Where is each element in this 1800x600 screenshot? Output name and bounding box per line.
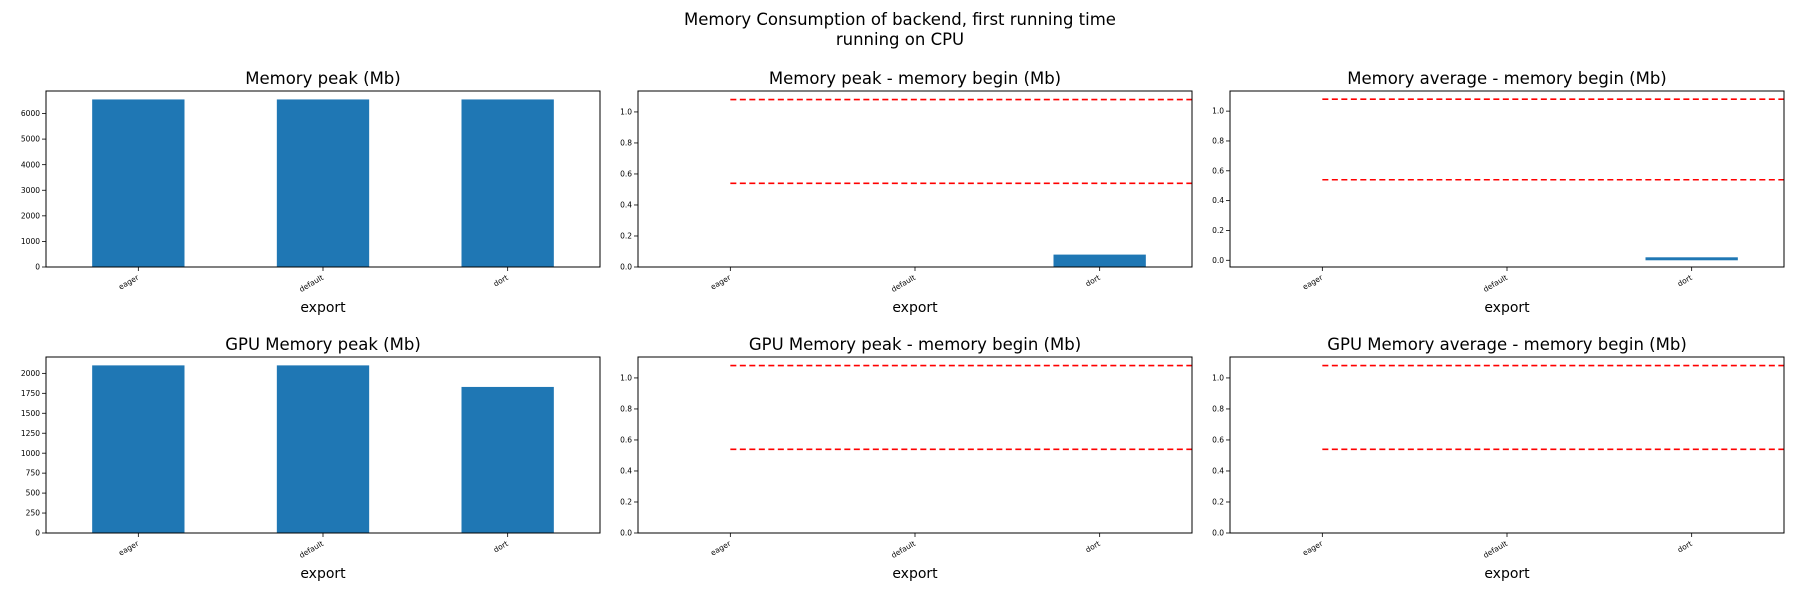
y-tick-label: 0.0 bbox=[620, 529, 632, 538]
x-tick-label: default bbox=[890, 273, 917, 294]
y-tick-label: 500 bbox=[26, 489, 41, 498]
y-tick-label: 0 bbox=[35, 263, 40, 272]
x-tick-label: default bbox=[1482, 539, 1509, 560]
y-tick-label: 4000 bbox=[21, 160, 40, 169]
y-tick-label: 0.0 bbox=[1212, 256, 1224, 265]
figure-title: Memory Consumption of backend, first run… bbox=[0, 10, 1800, 50]
y-tick-label: 750 bbox=[26, 469, 41, 478]
y-tick-label: 1500 bbox=[21, 409, 40, 418]
y-tick-label: 1250 bbox=[21, 429, 40, 438]
y-tick-label: 250 bbox=[26, 509, 41, 518]
y-tick-label: 0.4 bbox=[1212, 196, 1224, 205]
axes-frame bbox=[45, 356, 601, 534]
x-axis-label: export bbox=[1484, 566, 1530, 582]
y-tick-label: 0.2 bbox=[1212, 498, 1224, 507]
y-tick-label: 0.4 bbox=[620, 201, 632, 210]
x-tick-label: default bbox=[890, 539, 917, 560]
x-tick-label: eager bbox=[1301, 272, 1325, 291]
y-tick-label: 0.6 bbox=[1212, 436, 1224, 445]
x-tick-label: dort bbox=[1676, 273, 1694, 289]
subplot-title: Memory peak (Mb) bbox=[245, 69, 400, 88]
y-tick-label: 1000 bbox=[21, 237, 40, 246]
y-tick-label: 0.0 bbox=[620, 263, 632, 272]
x-tick-label: default bbox=[1482, 273, 1509, 294]
figure-title-line-2: running on CPU bbox=[835, 30, 965, 49]
axes-frame bbox=[45, 90, 601, 268]
y-tick-label: 0.8 bbox=[1212, 405, 1224, 414]
x-tick-label: eager bbox=[1301, 538, 1325, 557]
y-tick-label: 1750 bbox=[21, 389, 40, 398]
axes-frame bbox=[1229, 90, 1785, 268]
subplot-title: GPU Memory peak - memory begin (Mb) bbox=[749, 335, 1081, 354]
bar bbox=[92, 365, 185, 533]
y-tick-label: 1.0 bbox=[1212, 374, 1224, 383]
bar bbox=[1645, 257, 1738, 261]
x-tick-label: dort bbox=[1084, 273, 1102, 289]
y-tick-label: 0.4 bbox=[620, 467, 632, 476]
y-tick-label: 0.2 bbox=[620, 498, 632, 507]
x-tick-label: eager bbox=[709, 538, 733, 557]
x-tick-label: eager bbox=[117, 272, 141, 291]
bar bbox=[1053, 254, 1146, 267]
bar bbox=[461, 99, 554, 267]
y-tick-label: 2000 bbox=[21, 211, 40, 220]
x-tick-label: eager bbox=[709, 272, 733, 291]
x-axis-label: export bbox=[1484, 300, 1530, 316]
y-tick-label: 0.6 bbox=[620, 170, 632, 179]
y-tick-label: 0 bbox=[35, 529, 40, 538]
y-tick-label: 0.8 bbox=[620, 405, 632, 414]
y-tick-label: 1.0 bbox=[620, 108, 632, 117]
y-tick-label: 1.0 bbox=[1212, 107, 1224, 116]
y-tick-label: 1.0 bbox=[620, 374, 632, 383]
bar bbox=[461, 386, 554, 533]
y-tick-label: 0.8 bbox=[620, 139, 632, 148]
subplot-title: Memory average - memory begin (Mb) bbox=[1347, 69, 1667, 88]
x-axis-label: export bbox=[892, 566, 938, 582]
figure-title-line-1: Memory Consumption of backend, first run… bbox=[684, 10, 1116, 29]
y-tick-label: 0.4 bbox=[1212, 467, 1224, 476]
y-tick-label: 0.6 bbox=[1212, 166, 1224, 175]
subplot-title: Memory peak - memory begin (Mb) bbox=[769, 69, 1061, 88]
y-tick-label: 0.2 bbox=[620, 232, 632, 241]
y-tick-label: 5000 bbox=[21, 135, 40, 144]
bar bbox=[92, 99, 185, 267]
bar bbox=[276, 365, 370, 533]
subplot-title: GPU Memory average - memory begin (Mb) bbox=[1327, 335, 1687, 354]
y-tick-label: 0.6 bbox=[620, 436, 632, 445]
y-tick-label: 6000 bbox=[21, 109, 40, 118]
x-tick-label: dort bbox=[492, 539, 510, 555]
y-tick-label: 0.0 bbox=[1212, 529, 1224, 538]
x-tick-label: dort bbox=[492, 273, 510, 289]
subplot-title: GPU Memory peak (Mb) bbox=[225, 335, 421, 354]
x-axis-label: export bbox=[892, 300, 938, 316]
bar bbox=[276, 99, 370, 267]
x-tick-label: default bbox=[298, 273, 325, 294]
x-tick-label: eager bbox=[117, 538, 141, 557]
x-tick-label: dort bbox=[1676, 539, 1694, 555]
y-tick-label: 2000 bbox=[21, 369, 40, 378]
axes-frame bbox=[637, 90, 1193, 268]
y-tick-label: 1000 bbox=[21, 449, 40, 458]
y-tick-label: 0.8 bbox=[1212, 137, 1224, 146]
y-tick-label: 0.2 bbox=[1212, 226, 1224, 235]
y-tick-label: 3000 bbox=[21, 186, 40, 195]
x-tick-label: dort bbox=[1084, 539, 1102, 555]
axes-frame bbox=[1229, 356, 1785, 534]
axes-frame bbox=[637, 356, 1193, 534]
x-axis-label: export bbox=[300, 300, 346, 316]
x-axis-label: export bbox=[300, 566, 346, 582]
x-tick-label: default bbox=[298, 539, 325, 560]
